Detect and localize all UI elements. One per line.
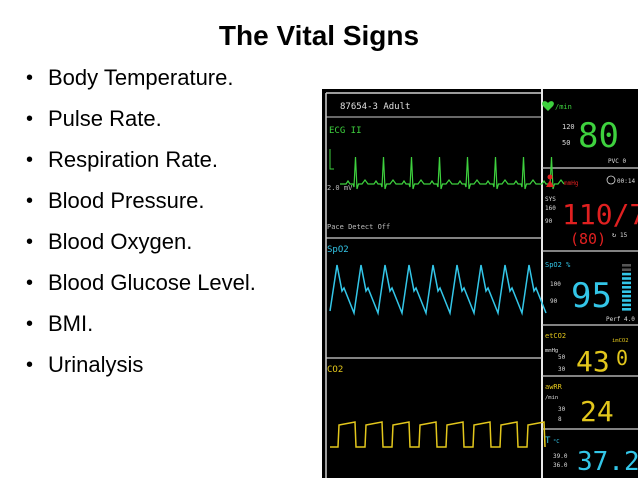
list-item-label: Pulse Rate. [48,106,162,131]
temp-label: T [545,436,551,446]
list-item-label: Blood Oxygen. [48,229,193,254]
perfusion-label: Perf 4.0 [606,316,635,323]
nibp-lower-limit: 90 [545,218,553,225]
co2-wave-label: CO2 [327,365,343,375]
awrr-upper-limit: 30 [558,406,566,413]
monitor-display: 87654-3 Adult ECG II 2.0 mV Pace Detect … [322,89,638,478]
hr-upper-limit: 120 [562,123,575,131]
temperature-value: 37.2 [577,447,638,477]
list-item: • Pulse Rate. [26,103,256,144]
signal-bar [622,272,631,276]
signal-bar [622,268,631,271]
clock-icon [606,175,616,185]
blood-pressure-value: 110/70 [562,198,638,231]
bullet-icon: • [26,231,34,253]
hr-lower-limit: 50 [562,139,570,147]
vital-signs-list: • Body Temperature. • Pulse Rate. • Respira… [26,62,256,390]
hr-units: /min [555,103,572,111]
temp-lower-limit: 36.0 [553,462,568,469]
bullet-icon: • [26,108,34,130]
heart-rate-value: 80 [578,116,619,156]
list-item: • Respiration Rate. [26,144,256,185]
etco2-upper-limit: 50 [558,354,566,361]
cycle-icon: ↻ [612,231,616,239]
bullet-icon: • [26,190,34,212]
awrr-lower-limit: 8 [558,416,562,423]
list-item: • BMI. [26,308,256,349]
list-item-label: Blood Pressure. [48,188,205,213]
pvc-label: PVC 0 [608,158,626,165]
signal-bar [622,303,631,307]
list-item: • Urinalysis [26,349,256,390]
patient-monitor-image: 87654-3 Adult ECG II 2.0 mV Pace Detect … [322,89,638,478]
ecg-label: ECG II [329,126,362,136]
nibp-time: 00:14 [617,178,635,185]
list-item: • Blood Oxygen. [26,226,256,267]
signal-bar [622,299,631,302]
etco2-units: mmHg [545,348,558,354]
imco2-value: 0 [616,346,628,370]
nibp-upper-limit: 160 [545,205,556,212]
awrr-label: awRR [545,383,563,391]
slide-title: The Vital Signs [218,20,420,51]
bullet-icon: • [26,67,34,89]
signal-bar [622,264,631,267]
temp-upper-limit: 39.0 [553,453,568,460]
temp-units: °C [553,439,560,445]
etco2-label: etCO2 [545,332,566,340]
signal-bar [622,277,631,280]
signal-bar [622,294,631,298]
capnography-waveform [330,421,546,448]
bullet-icon: • [26,149,34,171]
heart-icon [542,101,554,111]
person-icon [547,174,553,180]
etco2-value: 43 [576,345,610,378]
signal-bar [622,286,631,289]
list-item-label: Respiration Rate. [48,147,218,172]
bullet-icon: • [26,313,34,335]
spo2-label: SpO2 % [545,261,571,269]
patient-label: 87654-3 Adult [340,102,410,112]
etco2-lower-limit: 30 [558,366,566,373]
imco2-label: imCO2 [612,338,629,344]
ecg-waveform [340,156,565,190]
sys-label: SYS [545,196,556,203]
list-item: • Blood Glucose Level. [26,267,256,308]
nibp-interval: 15 [620,232,628,239]
bullet-icon: • [26,272,34,294]
pleth-waveform [329,264,547,316]
signal-bar [622,308,631,311]
resp-rate-value: 24 [580,395,614,428]
list-item-label: Blood Glucose Level. [48,270,256,295]
map-value: (80) [570,230,606,248]
nibp-units: mmHg [564,180,579,187]
bullet-icon: • [26,354,34,376]
awrr-units: /min [545,395,558,401]
list-item: • Blood Pressure. [26,185,256,226]
signal-bar [622,281,631,285]
spo2-wave-label: SpO2 [327,245,349,255]
list-item-label: BMI. [48,311,94,336]
spo2-value: 95 [571,276,612,316]
spo2-lower-limit: 90 [550,298,558,305]
list-item: • Body Temperature. [26,62,256,103]
list-item-label: Body Temperature. [48,65,234,90]
pace-detect-label: Pace Detect Off [327,223,390,231]
list-item-label: Urinalysis [48,352,144,377]
signal-bar [622,290,631,293]
signal-strength-bars [622,264,631,311]
spo2-upper-limit: 100 [550,281,561,288]
ecg-scale-label: 2.0 mV [327,184,353,192]
